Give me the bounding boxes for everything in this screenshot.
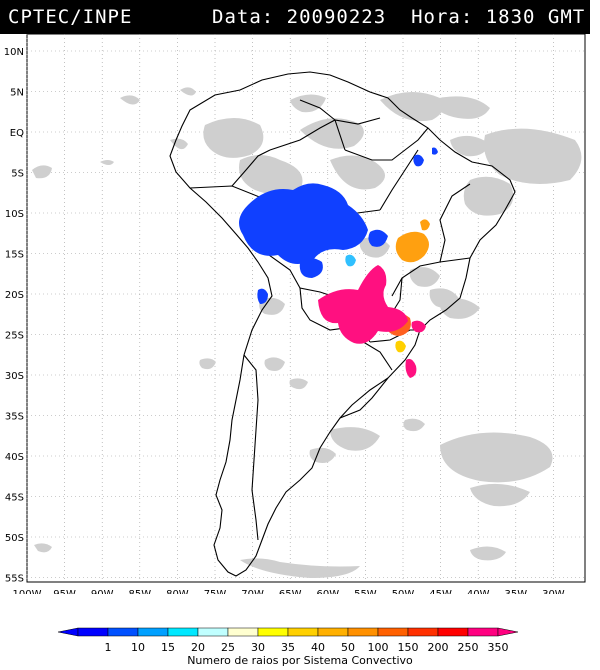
timestamp-label: Data: 20090223 Hora: 1830 GMT bbox=[212, 6, 585, 28]
legend-tick-label: 200 bbox=[428, 641, 449, 654]
latitude-label: 15S bbox=[5, 250, 24, 261]
legend-color-box bbox=[407, 627, 439, 637]
south-america-map: 10N5NEQ5S10S15S20S25S30S35S40S45S50S55S … bbox=[4, 34, 586, 594]
longitude-label: 85W bbox=[128, 589, 151, 594]
legend-color-box bbox=[347, 627, 379, 637]
legend-color-box bbox=[167, 627, 199, 637]
legend-tick-label: 100 bbox=[368, 641, 389, 654]
legend-color-box bbox=[137, 627, 169, 637]
latitude-label: 40S bbox=[5, 452, 24, 463]
legend-tick-label: 50 bbox=[341, 641, 355, 654]
longitude-label: 100W bbox=[13, 589, 42, 594]
longitude-label: 65W bbox=[279, 589, 302, 594]
legend-tick-label: 40 bbox=[311, 641, 325, 654]
latitude-label: EQ bbox=[10, 128, 24, 139]
legend-tick-label: 10 bbox=[131, 641, 145, 654]
legend-color-box bbox=[437, 627, 469, 637]
legend-color-box bbox=[227, 627, 259, 637]
legend-arrow-left bbox=[58, 627, 79, 637]
legend-tick-label: 15 bbox=[161, 641, 175, 654]
latitude-label: 45S bbox=[5, 493, 24, 504]
legend-title: Numero de raios por Sistema Convectivo bbox=[187, 654, 413, 667]
longitude-label: 90W bbox=[91, 589, 114, 594]
longitude-label: 55W bbox=[354, 589, 377, 594]
legend-tick-label: 1 bbox=[105, 641, 112, 654]
legend-color-box bbox=[257, 627, 289, 637]
latitude-label: 55S bbox=[5, 574, 24, 585]
legend-tick-label: 150 bbox=[398, 641, 419, 654]
legend-color-box bbox=[377, 627, 409, 637]
source-label: CPTEC/INPE bbox=[8, 6, 133, 28]
legend-arrow-right bbox=[497, 627, 519, 637]
latitude-label: 30S bbox=[5, 371, 24, 382]
time-value: 1830 GMT bbox=[485, 6, 586, 28]
legend-color-box bbox=[197, 627, 229, 637]
legend-color-box bbox=[77, 627, 109, 637]
longitude-label: 70W bbox=[241, 589, 264, 594]
date-value: 20090223 bbox=[286, 6, 387, 28]
latitude-labels: 10N 5N EQ 5S 10S 15S 20S 25S 30S 35S 40S 45S 50S 55S bbox=[4, 47, 24, 585]
legend-color-box bbox=[467, 627, 499, 637]
legend-color-box bbox=[317, 627, 349, 637]
latitude-label: 20S bbox=[5, 290, 24, 301]
longitude-label: 80W bbox=[166, 589, 189, 594]
date-label: Data: bbox=[212, 6, 275, 28]
longitude-label: 40W bbox=[467, 589, 490, 594]
legend-color-box bbox=[287, 627, 319, 637]
map-header: CPTEC/INPE Data: 20090223 Hora: 1830 GMT bbox=[0, 0, 590, 34]
legend-tick-label: 35 bbox=[281, 641, 295, 654]
latitude-label: 35S bbox=[5, 412, 24, 423]
legend-tick-label: 20 bbox=[191, 641, 205, 654]
longitude-label: 35W bbox=[504, 589, 527, 594]
convective-systems bbox=[239, 147, 438, 378]
cloud-cover bbox=[32, 87, 582, 578]
longitude-label: 95W bbox=[53, 589, 76, 594]
color-legend: 1 10 15 20 25 30 35 40 50 100 150 200 250 350 bbox=[58, 627, 519, 654]
longitude-label: 75W bbox=[204, 589, 227, 594]
longitude-label: 50W bbox=[392, 589, 415, 594]
latitude-label: 25S bbox=[5, 331, 24, 342]
legend-tick-label: 25 bbox=[221, 641, 235, 654]
latitude-label: 5N bbox=[10, 88, 24, 99]
legend-tick-label: 350 bbox=[488, 641, 509, 654]
legend-color-box bbox=[107, 627, 139, 637]
longitude-label: 60W bbox=[316, 589, 339, 594]
longitude-label: 45W bbox=[429, 589, 452, 594]
longitude-labels: 100W 95W 90W 85W 80W 75W 70W 65W 60W 55W 50W 45W 40W… bbox=[13, 589, 565, 594]
latitude-label: 10S bbox=[5, 209, 24, 220]
longitude-label: 30W bbox=[542, 589, 565, 594]
latitude-label: 5S bbox=[11, 169, 24, 180]
legend-tick-label: 30 bbox=[251, 641, 265, 654]
latitude-label: 50S bbox=[5, 533, 24, 544]
legend-tick-label: 250 bbox=[458, 641, 479, 654]
time-label: Hora: bbox=[411, 6, 474, 28]
latitude-label: 10N bbox=[4, 47, 24, 58]
